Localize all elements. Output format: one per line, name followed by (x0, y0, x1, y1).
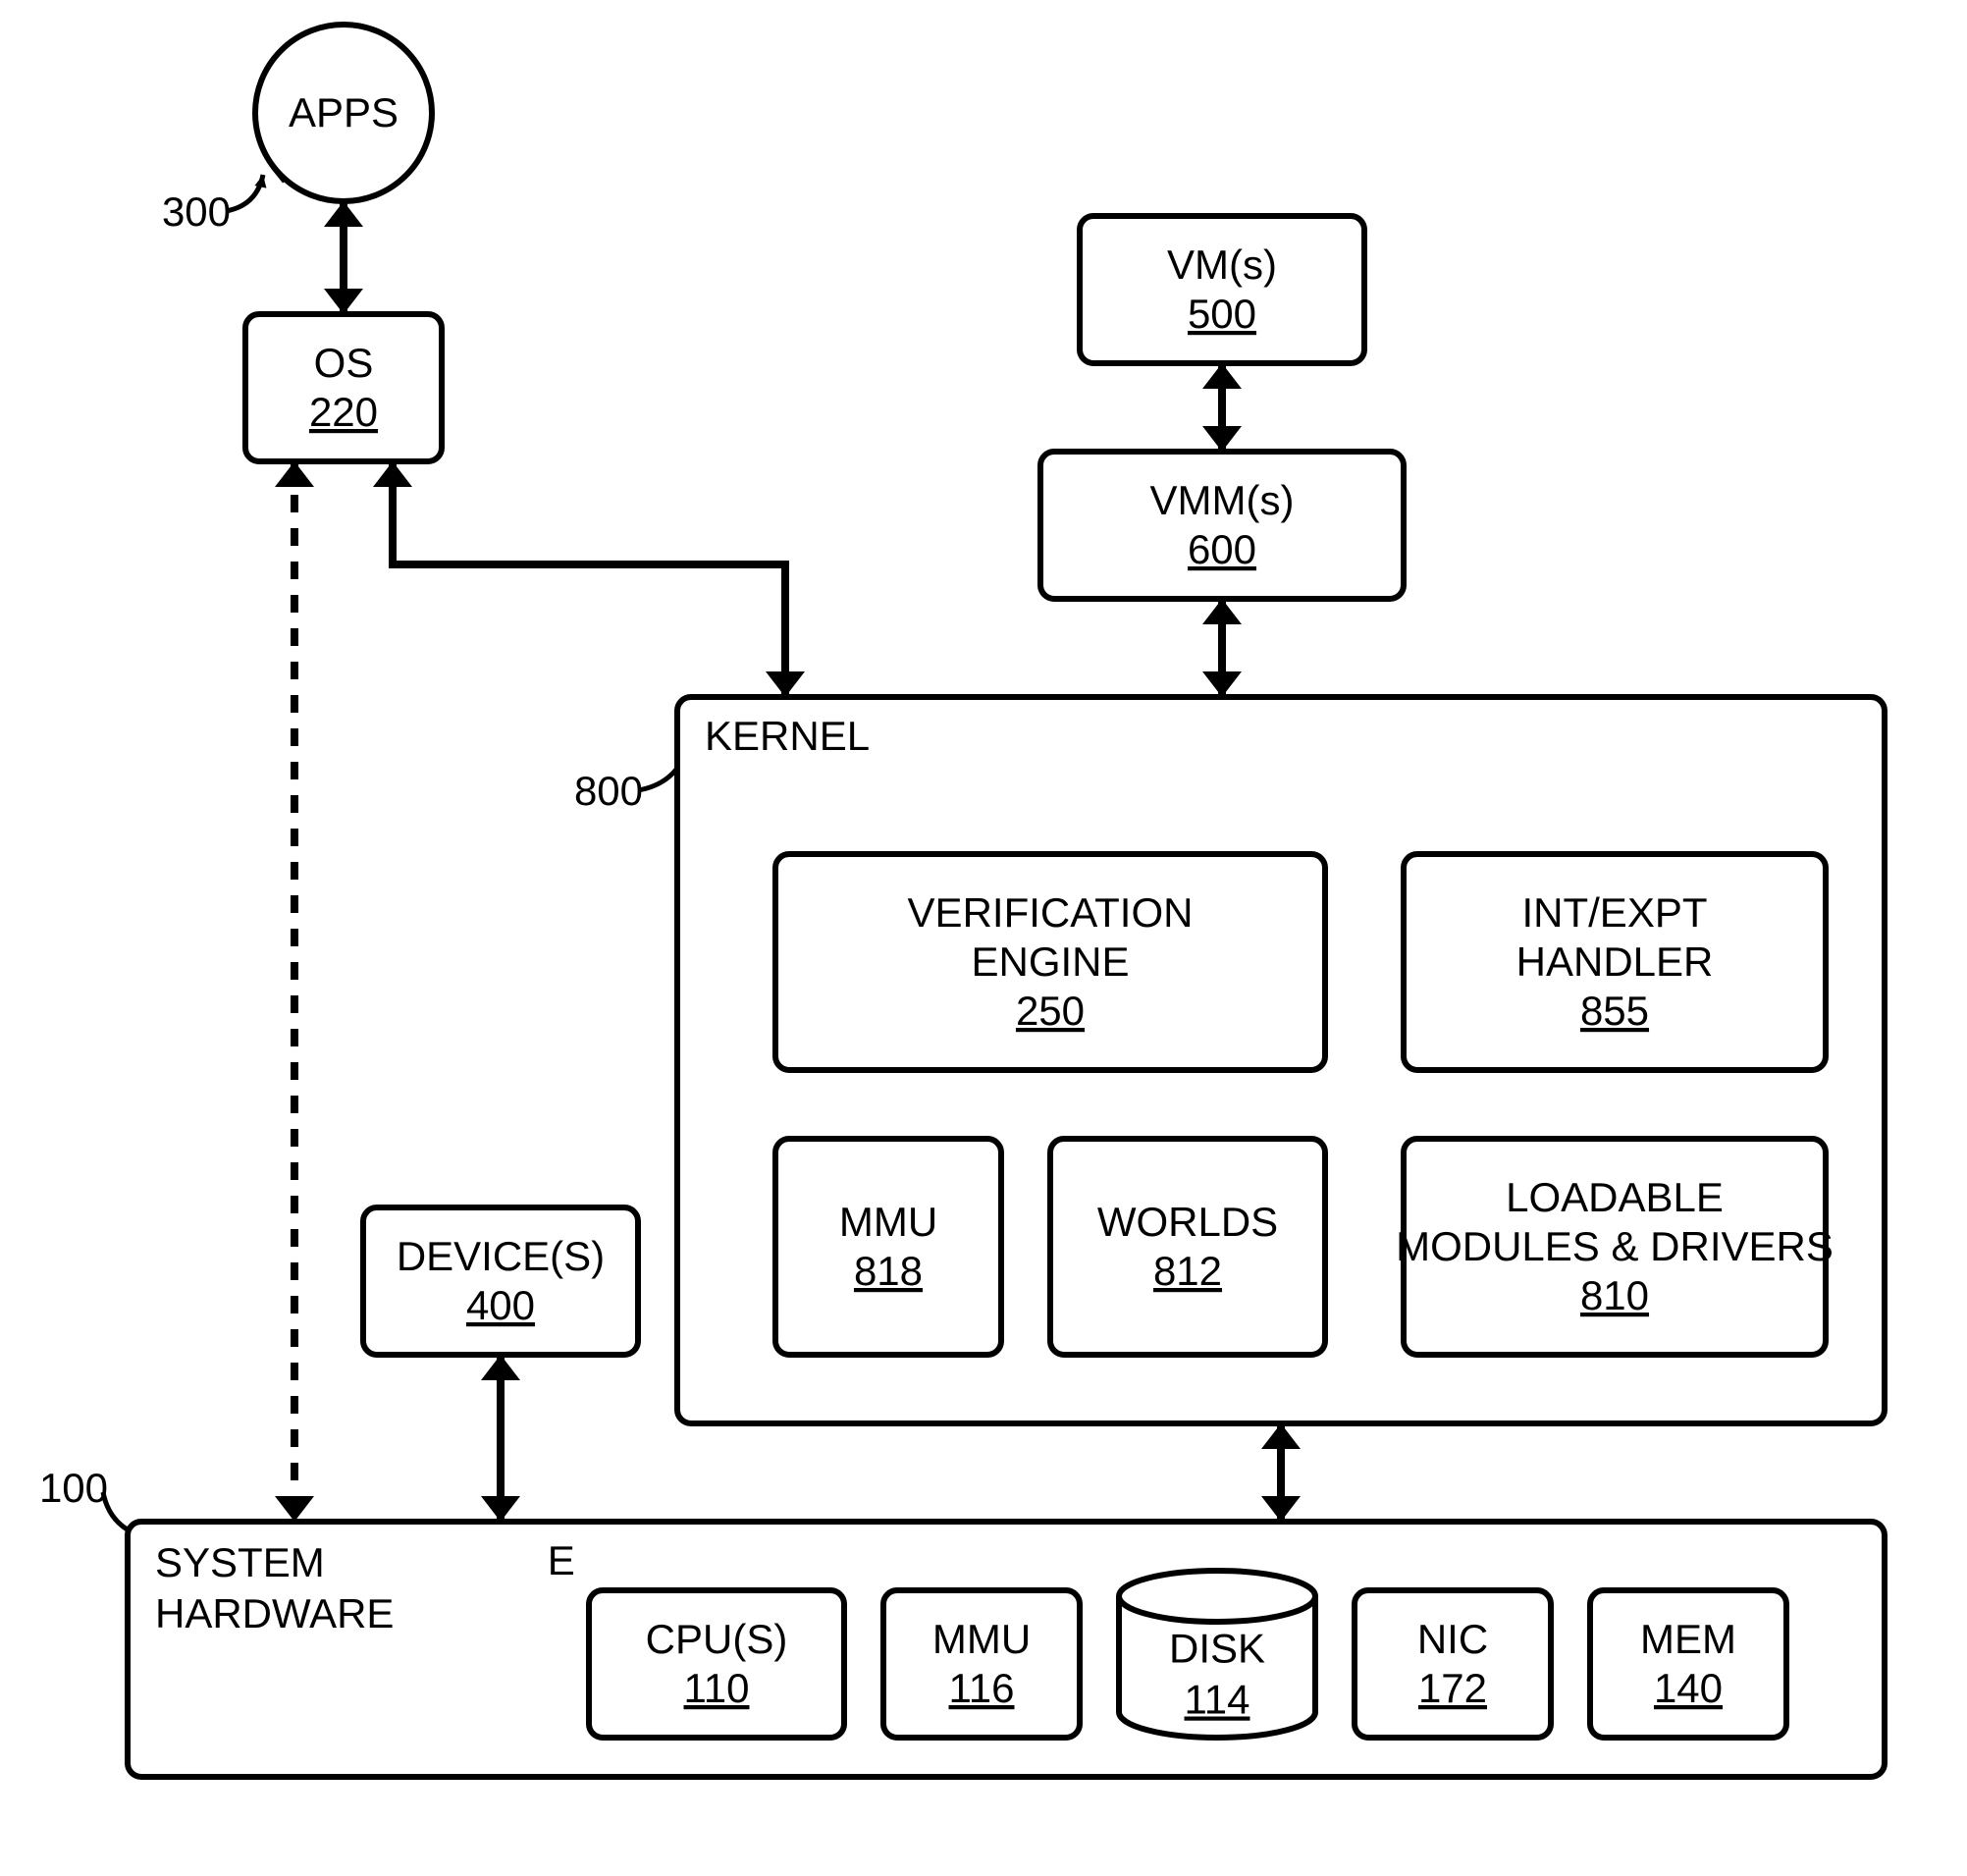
svg-text:300: 300 (162, 188, 231, 235)
node-os: OS220 (245, 314, 442, 461)
svg-text:SYSTEM: SYSTEM (155, 1539, 325, 1585)
svg-text:110: 110 (684, 1665, 750, 1711)
svg-text:CPU(S): CPU(S) (646, 1616, 788, 1662)
svg-text:250: 250 (1016, 988, 1085, 1034)
svg-text:116: 116 (949, 1665, 1015, 1711)
svg-text:LOADABLE: LOADABLE (1506, 1174, 1724, 1220)
node-nic: NIC172 (1355, 1590, 1551, 1738)
node-mmu_hw: MMU116 (883, 1590, 1080, 1738)
node-intexpt: INT/EXPTHANDLER855 (1404, 854, 1826, 1070)
svg-text:400: 400 (466, 1282, 535, 1328)
node-mmu_k: MMU818 (775, 1139, 1001, 1355)
svg-text:172: 172 (1418, 1665, 1487, 1711)
svg-text:APPS: APPS (289, 89, 399, 135)
svg-text:600: 600 (1188, 526, 1256, 572)
node-devices: DEVICE(S)400 (363, 1207, 638, 1355)
node-cpu: CPU(S)110 (589, 1590, 844, 1738)
node-vms: VM(s)500 (1080, 216, 1364, 363)
svg-text:500: 500 (1188, 291, 1256, 337)
node-mem: MEM140 (1590, 1590, 1786, 1738)
node-disk: DISK 114 (1119, 1571, 1315, 1738)
svg-text:HARDWARE: HARDWARE (155, 1590, 394, 1636)
svg-text:ENGINE: ENGINE (971, 938, 1129, 985)
svg-text:MMU: MMU (932, 1616, 1031, 1662)
svg-text:810: 810 (1580, 1272, 1649, 1318)
svg-text:MMU: MMU (839, 1199, 937, 1245)
node-verif: VERIFICATIONENGINE250 (775, 854, 1325, 1070)
svg-text:MODULES & DRIVERS: MODULES & DRIVERS (1396, 1223, 1834, 1269)
svg-text:DISK: DISK (1169, 1626, 1265, 1672)
node-worlds: WORLDS812 (1050, 1139, 1325, 1355)
svg-text:MEM: MEM (1640, 1616, 1736, 1662)
svg-text:KERNEL: KERNEL (705, 713, 870, 759)
svg-text:855: 855 (1580, 988, 1649, 1034)
svg-text:OS: OS (314, 340, 374, 386)
node-apps: APPS 300 (162, 25, 432, 235)
svg-text:220: 220 (309, 389, 378, 435)
svg-text:812: 812 (1153, 1248, 1222, 1294)
svg-text:114: 114 (1185, 1677, 1250, 1723)
svg-text:VM(s): VM(s) (1167, 241, 1277, 288)
svg-text:INT/EXPT: INT/EXPT (1521, 889, 1707, 936)
svg-text:HANDLER: HANDLER (1516, 938, 1714, 985)
svg-text:NIC: NIC (1417, 1616, 1488, 1662)
svg-text:800: 800 (574, 768, 643, 814)
svg-text:DEVICE(S): DEVICE(S) (397, 1233, 605, 1279)
svg-text:140: 140 (1654, 1665, 1723, 1711)
svg-text:818: 818 (854, 1248, 923, 1294)
system-architecture-diagram: SYSTEM HARDWARE 100 KERNEL 800 APPS 300 OS220 V… (0, 0, 1967, 1876)
node-vmms: VMM(s)600 (1040, 452, 1404, 599)
node-loadmod: LOADABLEMODULES & DRIVERS810 (1396, 1139, 1834, 1355)
svg-text:VERIFICATION: VERIFICATION (908, 889, 1194, 936)
svg-text:100: 100 (39, 1465, 108, 1511)
svg-text:WORLDS: WORLDS (1097, 1199, 1278, 1245)
svg-text:VMM(s): VMM(s) (1150, 477, 1295, 523)
